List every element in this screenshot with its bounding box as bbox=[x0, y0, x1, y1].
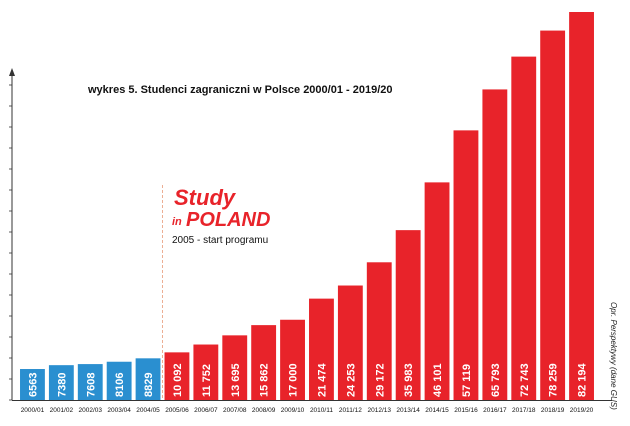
bar-2011-12 bbox=[337, 285, 363, 400]
x-tick-label: 2003/04 bbox=[107, 407, 131, 414]
bar-value-label: 7608 bbox=[85, 373, 97, 397]
source-note: Opr. Perspektywy (dane GUS) bbox=[609, 302, 618, 410]
bar-2018-19 bbox=[540, 30, 566, 401]
x-tick-label: 2002/03 bbox=[79, 407, 103, 414]
x-tick-label: 2000/01 bbox=[21, 407, 45, 414]
logo-study-text: Study bbox=[174, 185, 237, 210]
x-tick-label: 2005/06 bbox=[165, 407, 189, 414]
bar-value-label: 46 101 bbox=[432, 363, 444, 397]
x-tick-label: 2015/16 bbox=[454, 407, 478, 414]
bar-value-label: 7380 bbox=[56, 373, 68, 397]
program-start-annotation: 2005 - start programu bbox=[172, 235, 268, 246]
bars-group bbox=[20, 12, 594, 401]
bar-2016-17 bbox=[482, 89, 508, 400]
bar-2000-01 bbox=[20, 369, 45, 400]
bar-value-label: 29 172 bbox=[374, 363, 386, 397]
bar-value-label: 17 000 bbox=[288, 363, 300, 397]
x-tick-label: 2018/19 bbox=[541, 407, 565, 414]
x-tick-label: 2006/07 bbox=[194, 407, 218, 414]
x-tick-label: 2009/10 bbox=[281, 407, 305, 414]
bar-value-label: 21 474 bbox=[316, 362, 328, 397]
y-axis-arrow bbox=[9, 68, 15, 76]
bar-2006-07 bbox=[193, 344, 219, 400]
x-tick-label: 2017/18 bbox=[512, 407, 536, 414]
x-tick-label: 2001/02 bbox=[50, 407, 74, 414]
study-in-poland-logo: Study in POLAND bbox=[172, 185, 270, 231]
bar-2014-15 bbox=[424, 182, 450, 400]
bar-2010-11 bbox=[309, 298, 334, 400]
bar-value-label: 13 695 bbox=[230, 363, 242, 397]
logo-in-text: in bbox=[172, 216, 182, 228]
x-tick-label: 2014/15 bbox=[425, 407, 449, 414]
bar-labels-group: 6563 7380 7608 8106 8829 10 092 11 752 13 695 15… bbox=[27, 362, 588, 397]
bar-2012-13 bbox=[366, 262, 392, 400]
bar-value-label: 8106 bbox=[114, 373, 126, 397]
bar-value-label: 10 092 bbox=[172, 363, 184, 397]
x-tick-labels-group: 2000/01 2001/02 2002/03 2003/04 2004/05 2005/… bbox=[21, 407, 594, 414]
chart-title: wykres 5. Studenci zagraniczni w Polsce … bbox=[87, 84, 393, 96]
bar-value-label: 11 752 bbox=[201, 364, 213, 397]
x-tick-label: 2010/11 bbox=[310, 407, 333, 414]
bar-2001-02 bbox=[48, 365, 74, 400]
bar-2013-14 bbox=[395, 230, 421, 400]
bar-2004-05 bbox=[135, 358, 161, 400]
x-tick-label: 2012/13 bbox=[368, 407, 392, 414]
bar-value-label: 78 259 bbox=[548, 363, 560, 397]
bar-value-label: 82 194 bbox=[577, 362, 589, 397]
bar-value-label: 57 119 bbox=[461, 364, 473, 397]
bar-value-label: 8829 bbox=[143, 373, 155, 397]
bar-2005-06 bbox=[164, 352, 190, 400]
x-tick-label: 2007/08 bbox=[223, 407, 247, 414]
bar-2008-09 bbox=[251, 325, 277, 400]
x-tick-label: 2013/14 bbox=[396, 407, 420, 414]
x-tick-label: 2019/20 bbox=[570, 407, 594, 414]
bar-2003-04 bbox=[106, 361, 132, 400]
x-tick-label: 2011/12 bbox=[339, 407, 362, 414]
bar-value-label: 65 793 bbox=[490, 363, 502, 397]
bar-2017-18 bbox=[511, 56, 537, 400]
x-tick-label: 2004/05 bbox=[136, 407, 160, 414]
bar-value-label: 6563 bbox=[27, 373, 39, 397]
bar-value-label: 72 743 bbox=[519, 363, 531, 397]
bar-2019-20 bbox=[569, 12, 594, 400]
bar-2002-03 bbox=[77, 364, 103, 400]
bar-value-label: 15 862 bbox=[259, 363, 271, 397]
x-tick-label: 2016/17 bbox=[483, 407, 507, 414]
bar-2015-16 bbox=[453, 130, 479, 400]
bar-value-label: 24 253 bbox=[345, 363, 357, 397]
bar-value-label: 35 983 bbox=[403, 363, 415, 397]
logo-poland-text: POLAND bbox=[186, 209, 270, 231]
x-tick-label: 2008/09 bbox=[252, 407, 276, 414]
bar-2007-08 bbox=[222, 335, 248, 400]
chart-axes bbox=[9, 68, 612, 401]
bar-2009-10 bbox=[280, 319, 305, 400]
